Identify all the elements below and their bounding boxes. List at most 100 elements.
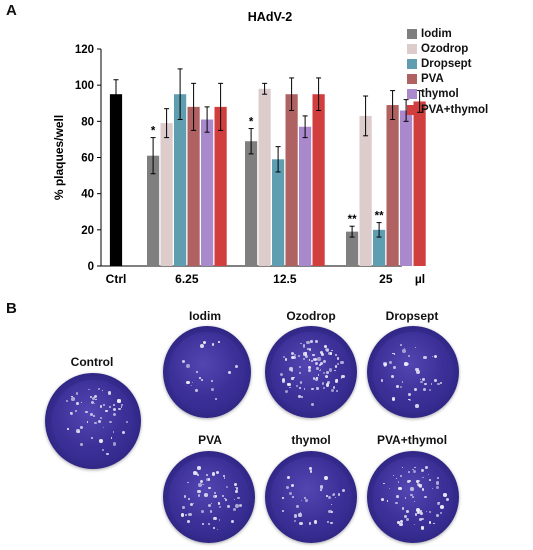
plaque-spot xyxy=(185,513,188,517)
plaque-spot xyxy=(312,353,315,357)
plaque-spot xyxy=(91,401,95,405)
plaque-spot xyxy=(413,523,416,526)
plaque-spot xyxy=(326,520,329,523)
plaque-spot xyxy=(77,431,80,434)
plaque-spot xyxy=(207,477,211,481)
plaque-spot xyxy=(198,377,201,379)
plaque-spot xyxy=(209,510,212,513)
plaque-spot xyxy=(308,365,312,369)
plaque-spot xyxy=(415,479,420,483)
plaque-spot xyxy=(319,369,322,372)
plaque-spot xyxy=(323,372,326,375)
plaque-spot xyxy=(408,392,412,396)
plate-dropsept xyxy=(367,326,459,418)
plaque-spot xyxy=(75,410,78,413)
plate-label-iodim: Iodim xyxy=(189,309,221,323)
plaque-spot xyxy=(306,340,310,345)
plaque-spot xyxy=(309,467,313,471)
bar-ozodrop-2 xyxy=(359,115,372,267)
plaque-spot xyxy=(235,490,239,494)
plaque-spot xyxy=(224,499,228,502)
plaque-spot xyxy=(412,468,415,471)
plaque-spot xyxy=(420,380,423,383)
plaque-spot xyxy=(316,387,319,390)
y-tick-label: 40 xyxy=(81,189,94,201)
plaque-spot xyxy=(337,362,339,365)
plaque-spot xyxy=(290,483,294,487)
plaque-spot xyxy=(187,519,190,523)
plaque-spot xyxy=(406,510,409,514)
plaque-spot xyxy=(118,407,122,411)
plaque-spot xyxy=(193,471,197,475)
plaque-spot xyxy=(413,388,417,392)
plaque-spot xyxy=(414,347,416,349)
plaque-spot xyxy=(188,512,192,517)
plaque-spot xyxy=(405,517,409,521)
plaque-spot xyxy=(234,486,237,489)
bar-pva-thymol-0 xyxy=(214,106,227,266)
plaque-spot xyxy=(291,377,294,380)
plaque-spot xyxy=(311,402,315,407)
plaque-spot xyxy=(404,515,407,518)
panel-a-letter: A xyxy=(6,2,17,19)
plaque-spot xyxy=(443,493,447,497)
plaque-spot xyxy=(293,376,296,379)
plaque-spot xyxy=(435,514,439,518)
plaque-spot xyxy=(120,406,123,408)
plaque-spot xyxy=(97,387,100,391)
plaque-spot xyxy=(397,521,400,524)
plaque-spot xyxy=(324,476,328,480)
plaque-spot xyxy=(328,351,333,356)
plaque-spot xyxy=(281,379,286,383)
plaque-spot xyxy=(291,356,295,360)
plaque-spot xyxy=(202,523,204,525)
plaque-spot xyxy=(328,368,333,373)
plaque-spot xyxy=(223,475,225,477)
plaque-spot xyxy=(285,485,289,490)
plaque-spot xyxy=(317,374,320,376)
plaque-spot xyxy=(320,351,324,355)
plaque-spot xyxy=(421,476,424,479)
plaque-spot xyxy=(88,388,91,391)
plaque-spot xyxy=(341,489,345,493)
plate-iodim xyxy=(163,326,251,418)
plaque-spot xyxy=(101,449,104,452)
bar-thymol-0 xyxy=(201,119,214,267)
plaque-spot xyxy=(232,507,236,512)
plaque-spot xyxy=(281,509,285,512)
plaque-spot xyxy=(181,506,185,510)
plaque-spot xyxy=(339,360,344,365)
plaque-spot xyxy=(93,395,97,399)
plaque-spot xyxy=(415,367,419,372)
plaque-spot xyxy=(309,470,312,473)
plate-well xyxy=(51,379,135,463)
plate-label-dropsept: Dropsept xyxy=(385,309,439,323)
plaque-spot xyxy=(423,388,427,392)
y-tick-label: 20 xyxy=(81,225,94,237)
plaque-spot xyxy=(299,380,303,384)
bar-ozodrop-0 xyxy=(160,123,173,267)
plate-pva-thymol xyxy=(367,451,459,543)
plaque-spot xyxy=(91,396,95,400)
plaque-spot xyxy=(107,391,112,395)
plaque-spot xyxy=(187,482,189,484)
plaque-spot xyxy=(318,369,320,372)
plaque-spot xyxy=(180,513,185,517)
plaque-spot xyxy=(418,517,422,521)
plaque-spot xyxy=(322,386,326,390)
plaque-spot xyxy=(429,479,431,481)
plaque-spot xyxy=(208,486,212,490)
bar-dropsept-2 xyxy=(373,229,386,266)
plaque-spot xyxy=(282,356,285,359)
plaque-spot xyxy=(421,469,423,471)
plaque-spot xyxy=(112,404,115,407)
plaque-spot xyxy=(401,381,403,383)
plate-control xyxy=(45,373,141,469)
plaque-spot xyxy=(334,365,338,368)
plaque-spot xyxy=(392,352,394,355)
plaque-spot xyxy=(231,519,235,523)
plaque-spot xyxy=(112,442,117,446)
plate-pva xyxy=(163,451,255,543)
plaque-spot xyxy=(431,487,434,490)
legend-item: PVA+thymol xyxy=(407,102,488,117)
